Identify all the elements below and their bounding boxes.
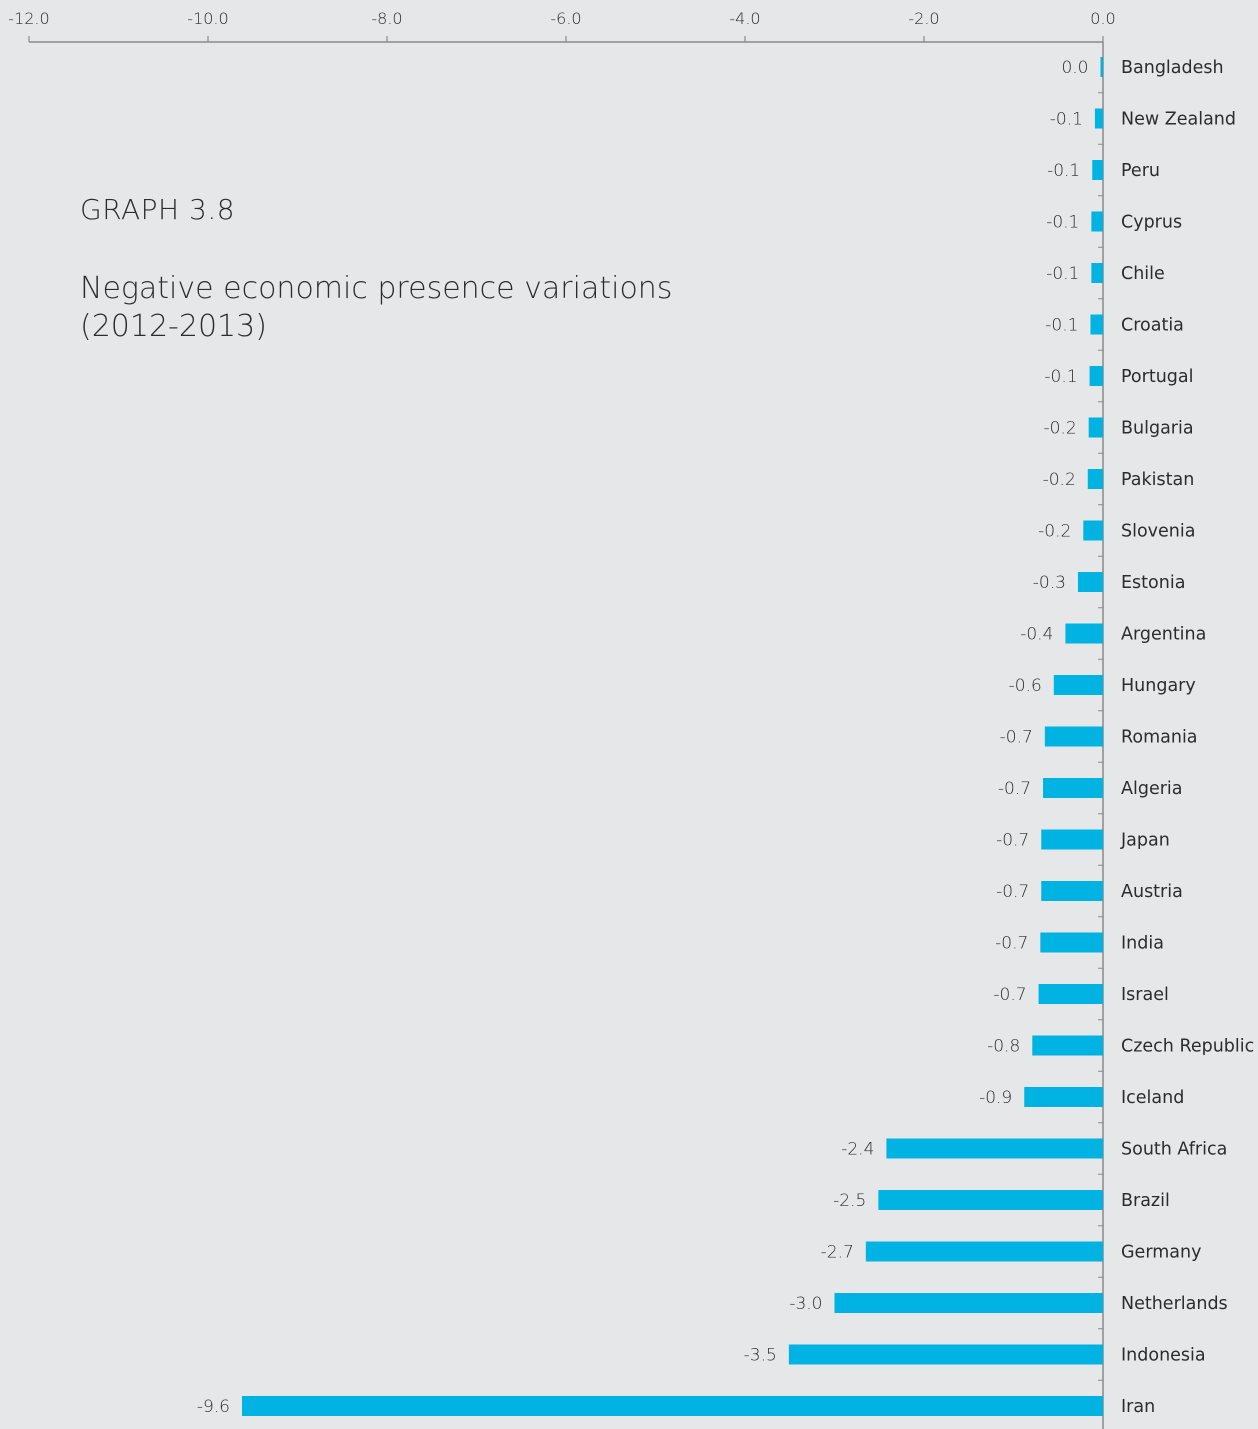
category-label: Israel xyxy=(1121,985,1169,1005)
category-label: Cyprus xyxy=(1121,213,1182,233)
bar xyxy=(1088,417,1103,438)
data-label: -3.5 xyxy=(744,1346,777,1366)
bar xyxy=(788,1344,1103,1365)
data-label: -0.1 xyxy=(1044,367,1077,387)
bar xyxy=(1041,881,1103,901)
category-label: Portugal xyxy=(1121,367,1193,387)
x-tick-label: 0.0 xyxy=(1090,9,1115,28)
category-label: Japan xyxy=(1120,831,1170,851)
category-label: Croatia xyxy=(1121,316,1184,336)
x-tick-label: -2.0 xyxy=(908,9,939,28)
bar xyxy=(865,1241,1103,1262)
data-label: -0.1 xyxy=(1047,161,1080,181)
data-label: -0.7 xyxy=(998,779,1031,799)
bar xyxy=(1083,520,1103,541)
data-label: -2.7 xyxy=(821,1243,854,1263)
bar xyxy=(1043,778,1103,798)
bar xyxy=(1040,932,1103,953)
category-label: Chile xyxy=(1121,264,1165,284)
data-label: -0.7 xyxy=(1000,728,1033,748)
category-label: India xyxy=(1121,934,1164,954)
bar xyxy=(1041,829,1103,850)
x-tick-label: -12.0 xyxy=(8,9,49,28)
category-label: Netherlands xyxy=(1121,1294,1228,1314)
x-tick-label: -8.0 xyxy=(371,9,402,28)
graph-number: GRAPH 3.8 xyxy=(80,193,236,226)
category-label: Bangladesh xyxy=(1121,58,1224,78)
category-label: Germany xyxy=(1121,1243,1201,1263)
data-label: -0.1 xyxy=(1046,264,1079,284)
bar xyxy=(1090,314,1103,335)
data-label: -0.7 xyxy=(995,934,1028,954)
category-label: Brazil xyxy=(1121,1191,1170,1211)
bar xyxy=(1094,108,1103,129)
bar xyxy=(834,1293,1103,1313)
category-label: Iceland xyxy=(1121,1088,1184,1108)
category-label: Estonia xyxy=(1121,573,1185,593)
bar xyxy=(886,1138,1103,1159)
bar xyxy=(242,1396,1103,1416)
bar xyxy=(878,1190,1103,1210)
data-label: -2.4 xyxy=(841,1140,874,1160)
data-label: -0.2 xyxy=(1043,470,1076,490)
chart-title: Negative economic presence variations (2… xyxy=(80,271,673,344)
category-label: Czech Republic xyxy=(1121,1037,1254,1057)
data-label: 0.0 xyxy=(1061,58,1088,78)
data-label: -0.1 xyxy=(1045,316,1078,336)
category-label: Iran xyxy=(1121,1397,1155,1417)
bar xyxy=(1024,1087,1103,1107)
category-label: South Africa xyxy=(1121,1140,1227,1160)
data-label: -0.3 xyxy=(1033,573,1066,593)
data-label: -0.1 xyxy=(1046,213,1079,233)
data-label: -0.7 xyxy=(996,882,1029,902)
data-label: -3.0 xyxy=(789,1294,822,1314)
bar xyxy=(1100,57,1103,77)
bar xyxy=(1065,623,1103,644)
bar xyxy=(1038,984,1103,1004)
data-label: -0.8 xyxy=(987,1037,1020,1057)
bar xyxy=(1091,263,1103,283)
category-label: Hungary xyxy=(1121,676,1196,696)
category-label: Slovenia xyxy=(1121,522,1195,542)
data-label: -0.1 xyxy=(1050,110,1083,130)
bar xyxy=(1032,1035,1103,1056)
bar xyxy=(1089,366,1103,386)
data-label: -0.2 xyxy=(1044,419,1077,439)
bar xyxy=(1092,160,1103,180)
bar xyxy=(1077,572,1103,592)
data-label: -0.7 xyxy=(993,985,1026,1005)
category-label: New Zealand xyxy=(1121,110,1236,130)
data-label: -9.6 xyxy=(197,1397,230,1417)
bar xyxy=(1044,726,1103,747)
data-label: -0.2 xyxy=(1038,522,1071,542)
category-label: Argentina xyxy=(1121,625,1206,645)
x-tick-label: -4.0 xyxy=(729,9,760,28)
x-tick-label: -10.0 xyxy=(187,9,228,28)
category-label: Romania xyxy=(1121,728,1198,748)
data-label: -0.7 xyxy=(996,831,1029,851)
data-label: -2.5 xyxy=(833,1191,866,1211)
category-label: Pakistan xyxy=(1121,470,1194,490)
category-label: Peru xyxy=(1121,161,1160,181)
bar xyxy=(1053,675,1103,695)
x-tick-label: -6.0 xyxy=(550,9,581,28)
category-label: Algeria xyxy=(1121,779,1183,799)
data-label: -0.9 xyxy=(979,1088,1012,1108)
bar xyxy=(1087,469,1103,489)
data-label: -0.6 xyxy=(1009,676,1042,696)
data-label: -0.4 xyxy=(1020,625,1053,645)
category-label: Austria xyxy=(1121,882,1183,902)
bar xyxy=(1091,211,1103,232)
category-label: Indonesia xyxy=(1121,1346,1206,1366)
category-label: Bulgaria xyxy=(1121,419,1194,439)
